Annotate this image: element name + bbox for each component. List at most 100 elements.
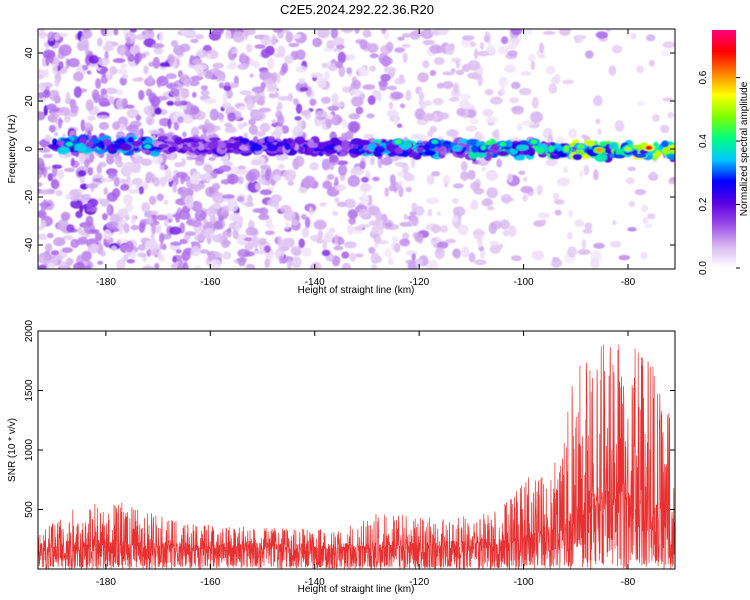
spectral-cell	[276, 72, 281, 84]
spectral-cell	[378, 80, 388, 87]
spectral-cell	[452, 183, 464, 189]
spectral-cell	[359, 183, 372, 192]
spectral-cell	[436, 112, 450, 120]
spectral-cell	[219, 82, 224, 89]
spectral-cell	[50, 250, 60, 256]
spectral-cell	[87, 115, 96, 121]
spectral-cell	[332, 37, 345, 47]
spectral-cell	[254, 249, 266, 255]
spectral-cell	[218, 112, 225, 120]
spectral-cell	[339, 238, 345, 245]
spectral-cell	[218, 29, 224, 35]
spectral-cell	[333, 245, 344, 251]
spectral-cell	[507, 172, 513, 183]
spectral-cell	[422, 39, 435, 45]
spectral-cell	[61, 247, 74, 253]
spectral-cell	[181, 250, 191, 261]
spectral-cell	[341, 251, 350, 259]
spectral-cell	[460, 171, 469, 181]
spectral-cell	[89, 229, 100, 234]
y-tick-label: 1000	[24, 438, 35, 461]
spectral-cell	[239, 52, 247, 63]
spectral-cell	[109, 95, 115, 104]
spectral-cell	[403, 173, 415, 182]
spectral-cell	[190, 105, 200, 115]
spectral-cell	[499, 219, 510, 230]
spectral-cell	[94, 232, 103, 242]
spectral-cell	[251, 86, 265, 93]
spectral-cell	[112, 188, 121, 198]
spectral-cell	[65, 92, 71, 104]
spectral-cell	[295, 49, 306, 60]
spectral-cell	[120, 183, 130, 191]
spectral-cell	[614, 120, 625, 132]
spectral-cell	[51, 138, 58, 146]
spectral-cell	[116, 259, 126, 269]
spectral-cell	[359, 149, 365, 154]
spectral-cell	[218, 165, 232, 172]
spectral-cell	[165, 73, 177, 80]
spectral-cell	[642, 217, 649, 224]
x-tick-label: -100	[514, 277, 534, 288]
spectral-cell	[272, 71, 278, 83]
spectral-cell	[260, 167, 265, 177]
spectral-cell	[554, 209, 562, 216]
spectral-cell	[227, 173, 239, 185]
spectral-cell	[452, 249, 460, 257]
spectral-cell	[239, 137, 250, 145]
spectral-cell	[511, 81, 521, 90]
spectral-cell	[268, 93, 276, 99]
spectral-cell	[509, 97, 520, 104]
spectral-cell	[368, 220, 381, 226]
spectral-cell	[567, 246, 577, 258]
spectral-cell	[135, 114, 142, 121]
spectral-cell	[264, 169, 271, 181]
spectral-cell	[396, 123, 403, 128]
spectral-cell	[260, 48, 271, 59]
spectral-cell	[524, 29, 533, 36]
spectral-cell	[480, 144, 487, 151]
spectral-cell	[84, 121, 92, 128]
spectral-cell	[334, 197, 340, 203]
colorbar-tick-label: 0.0	[698, 261, 709, 275]
spectral-cell	[230, 48, 237, 55]
colorbar: 0.0 0.2 0.4 0.6 Normalized spectral amplitu…	[698, 30, 750, 275]
spectral-cell	[77, 226, 83, 235]
spectral-cell	[105, 87, 118, 95]
spectral-cell	[368, 246, 376, 254]
spectral-cell	[114, 159, 120, 165]
spectral-cell	[296, 120, 303, 128]
spectral-cell	[180, 88, 190, 99]
y-tick-label: 2000	[24, 319, 35, 342]
spectral-cell	[223, 84, 232, 92]
spectral-cell	[609, 141, 619, 150]
spectral-cell	[402, 162, 409, 174]
spectral-cell	[194, 34, 204, 40]
spectral-cell	[217, 141, 227, 149]
spectral-cell	[159, 118, 163, 126]
spectral-cell	[482, 109, 494, 117]
spectral-cell	[190, 38, 199, 44]
spectral-cell	[422, 60, 430, 69]
spectral-cell	[326, 40, 335, 49]
spectral-cell	[362, 84, 376, 90]
spectral-cell	[195, 203, 203, 215]
spectral-cell	[145, 171, 154, 181]
spectral-cell	[146, 248, 152, 257]
spectral-cell	[38, 233, 48, 241]
spectral-cell	[536, 184, 543, 196]
spectral-cell	[100, 88, 107, 96]
spectral-cell	[59, 32, 68, 38]
spectral-cell	[516, 144, 529, 151]
spectral-cell	[381, 157, 393, 166]
spectral-cell	[273, 125, 284, 137]
spectral-cell	[321, 62, 328, 69]
spectral-cell	[511, 106, 523, 112]
spectral-cell	[273, 53, 285, 58]
spectral-cell	[335, 160, 348, 165]
spectral-cell	[508, 225, 517, 237]
spectral-cell	[164, 217, 169, 228]
spectral-cell	[399, 103, 406, 109]
spectral-cell	[636, 65, 645, 74]
spectral-cell	[326, 174, 335, 180]
